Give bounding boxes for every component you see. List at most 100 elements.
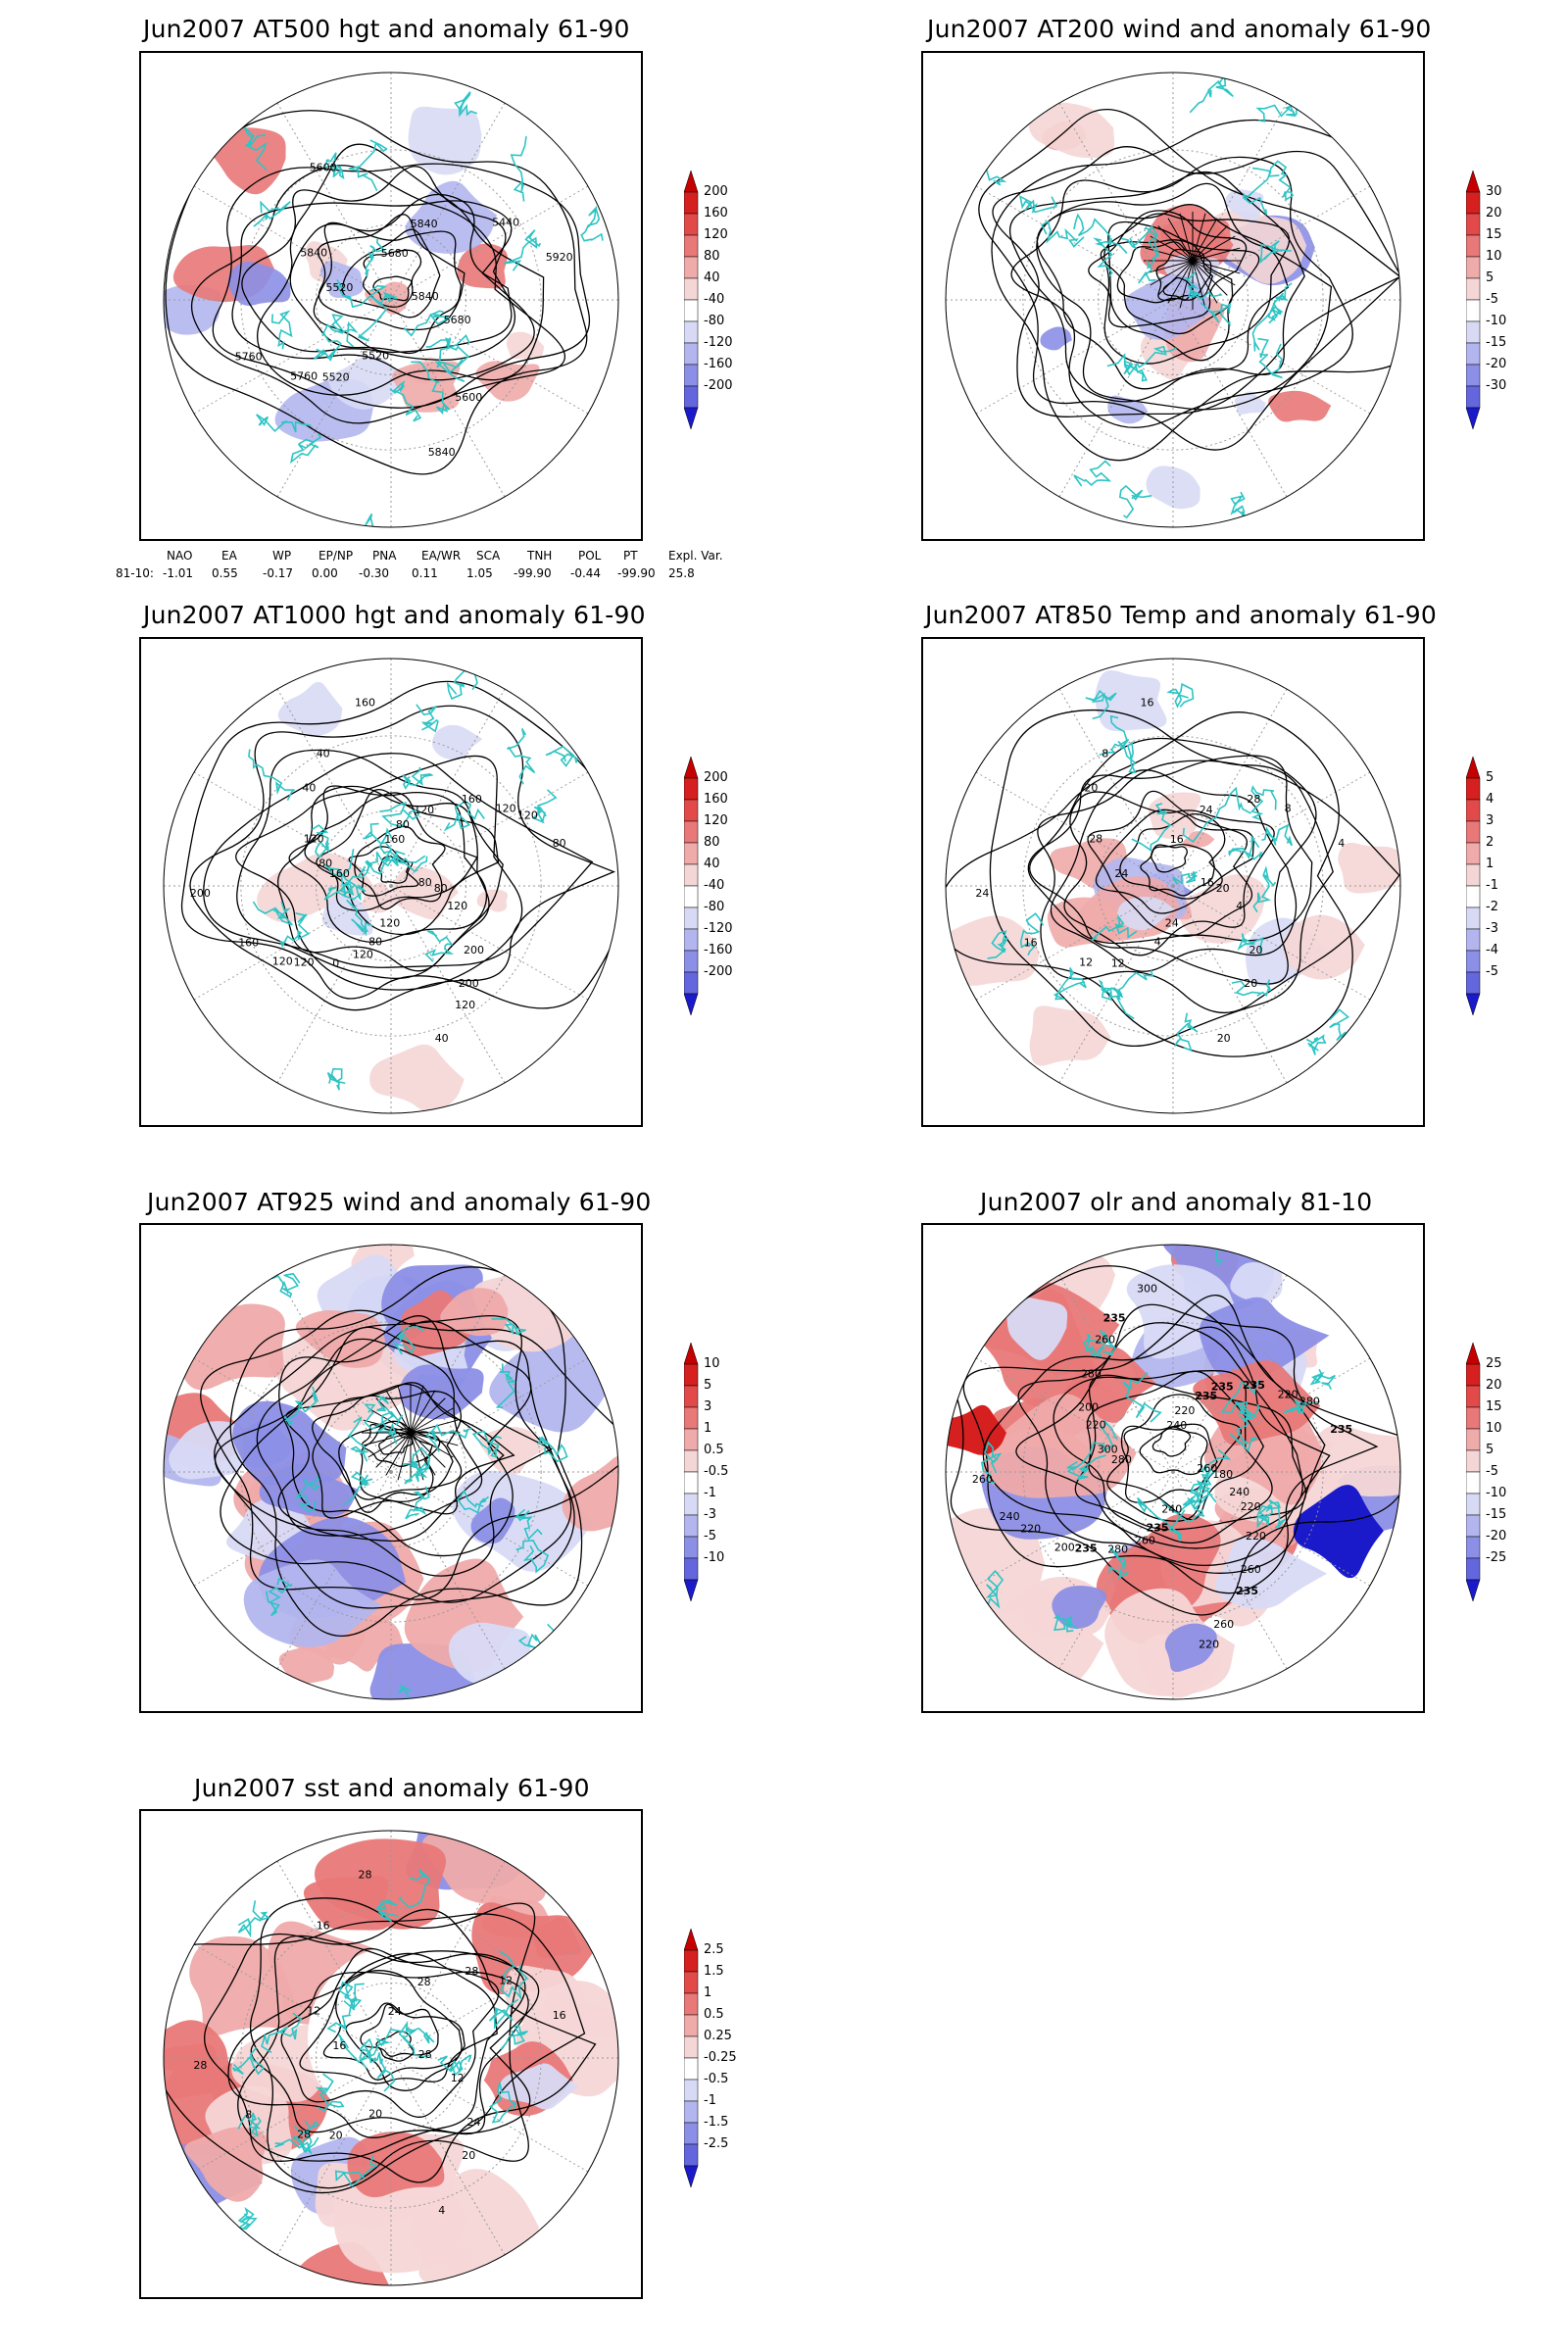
contour-line bbox=[1053, 1370, 1273, 1544]
coastline bbox=[1073, 460, 1112, 487]
teleconnection-header: TNH bbox=[527, 549, 553, 563]
colorbar-tick-label: 1 bbox=[704, 1985, 712, 2000]
contour-line bbox=[204, 1908, 597, 2183]
teleconnection-header: PT bbox=[623, 549, 638, 563]
coastline bbox=[1019, 912, 1045, 956]
meridian-line bbox=[390, 299, 506, 498]
meridian-line bbox=[1172, 885, 1371, 1001]
negative-anomaly-area bbox=[1230, 1261, 1283, 1303]
colorbar-tick-label: -5 bbox=[704, 1529, 716, 1544]
coastline bbox=[283, 1386, 318, 1427]
coastline bbox=[454, 91, 478, 118]
contour-line bbox=[304, 792, 478, 911]
coastline bbox=[237, 2112, 262, 2137]
colorbar-tick-label: 20 bbox=[1486, 1378, 1502, 1393]
polar-map bbox=[163, 1244, 619, 1700]
contour-line bbox=[946, 711, 1353, 1057]
contour-line bbox=[212, 163, 591, 409]
coastline bbox=[456, 1489, 489, 1514]
coastline bbox=[346, 899, 373, 937]
meridian-line bbox=[1058, 1274, 1174, 1473]
contour-label: 40 bbox=[302, 782, 316, 795]
contour-label: 8 bbox=[245, 2109, 252, 2122]
panel-title: Jun2007 sst and anomaly 61-90 bbox=[194, 1774, 590, 1802]
meridian-line bbox=[1172, 1471, 1288, 1670]
contour-line bbox=[1151, 844, 1188, 873]
teleconnection-row-label: 81-10: bbox=[116, 566, 154, 580]
streamline bbox=[220, 1326, 572, 1603]
coastline bbox=[337, 2034, 377, 2064]
coastline bbox=[411, 361, 451, 416]
coastline bbox=[1123, 360, 1148, 382]
coastline bbox=[1122, 1371, 1162, 1423]
contour-label: 280 bbox=[1107, 1543, 1128, 1555]
panel-title: Jun2007 AT1000 hgt and anomaly 61-90 bbox=[143, 601, 646, 629]
contour-label: 5600 bbox=[310, 162, 337, 174]
positive-anomaly-area bbox=[1148, 792, 1201, 839]
colorbar-tick-label: 5 bbox=[1486, 1443, 1494, 1457]
streamline-spoke bbox=[1179, 260, 1194, 309]
coastline bbox=[443, 800, 485, 832]
contour-line bbox=[249, 1897, 536, 2189]
teleconnection-value: 25.8 bbox=[668, 566, 695, 580]
contour-label: 80 bbox=[434, 882, 448, 895]
contour-label: 5760 bbox=[235, 351, 263, 364]
contour-label: 235 bbox=[1243, 1379, 1265, 1392]
coastline bbox=[507, 728, 536, 785]
map-boundary bbox=[163, 1830, 619, 2286]
coastline bbox=[510, 135, 527, 202]
contour-label: 120 bbox=[304, 833, 324, 846]
contour-line bbox=[235, 755, 523, 991]
streamline-spoke bbox=[375, 1432, 412, 1468]
contour-label: 28 bbox=[417, 1976, 431, 1988]
coastline bbox=[1138, 226, 1159, 284]
meridian-line bbox=[193, 771, 392, 887]
colorbar-strip bbox=[683, 1342, 699, 1602]
contour-label: 240 bbox=[1161, 1503, 1182, 1516]
streamline bbox=[312, 1382, 515, 1519]
streamline-spoke bbox=[1145, 247, 1194, 262]
positive-anomaly-area bbox=[506, 331, 545, 360]
map-boundary bbox=[163, 1244, 619, 1700]
colorbar bbox=[1465, 756, 1535, 1054]
streamline bbox=[992, 146, 1400, 417]
contour-label: 300 bbox=[1137, 1282, 1157, 1295]
meridian-line bbox=[276, 1471, 392, 1670]
coastline bbox=[1228, 834, 1263, 860]
streamline bbox=[1088, 210, 1248, 328]
coastline bbox=[1200, 302, 1232, 327]
streamline bbox=[338, 1420, 454, 1513]
coastline bbox=[1243, 167, 1272, 216]
contour-label: 160 bbox=[384, 833, 405, 846]
contour-label: 28 bbox=[1247, 793, 1260, 806]
coastline bbox=[1041, 220, 1085, 248]
coastline bbox=[1237, 933, 1264, 956]
meridian-line bbox=[1172, 688, 1288, 887]
negative-anomaly-area bbox=[1124, 273, 1212, 340]
contour-label: 220 bbox=[1086, 1419, 1106, 1432]
contour-label: 180 bbox=[1212, 1468, 1233, 1481]
positive-anomaly-area bbox=[562, 1452, 618, 1532]
coastline bbox=[488, 1998, 519, 2030]
positive-anomaly-area bbox=[210, 127, 286, 195]
contour-label: 12 bbox=[499, 1975, 513, 1987]
coastline bbox=[265, 1577, 293, 1617]
positive-anomaly-area bbox=[1182, 831, 1215, 849]
teleconnection-header: PNA bbox=[372, 549, 397, 563]
coastline bbox=[1305, 1034, 1327, 1055]
meridian-line bbox=[1172, 771, 1371, 887]
contour-label: 120 bbox=[496, 803, 516, 815]
coastline bbox=[504, 229, 542, 271]
positive-anomaly-area bbox=[1268, 390, 1332, 422]
coastline bbox=[322, 152, 345, 180]
contour-label: 40 bbox=[317, 748, 330, 760]
contour-label: 220 bbox=[1246, 1530, 1266, 1543]
contour-label: 260 bbox=[1197, 1462, 1217, 1475]
negative-anomaly-area bbox=[277, 681, 343, 736]
latitude-circle bbox=[240, 149, 542, 451]
teleconnection-header: SCA bbox=[476, 549, 501, 563]
contour-line bbox=[164, 1913, 586, 2194]
colorbar-tick-label: -10 bbox=[1486, 1486, 1507, 1500]
map-boundary bbox=[163, 72, 619, 528]
